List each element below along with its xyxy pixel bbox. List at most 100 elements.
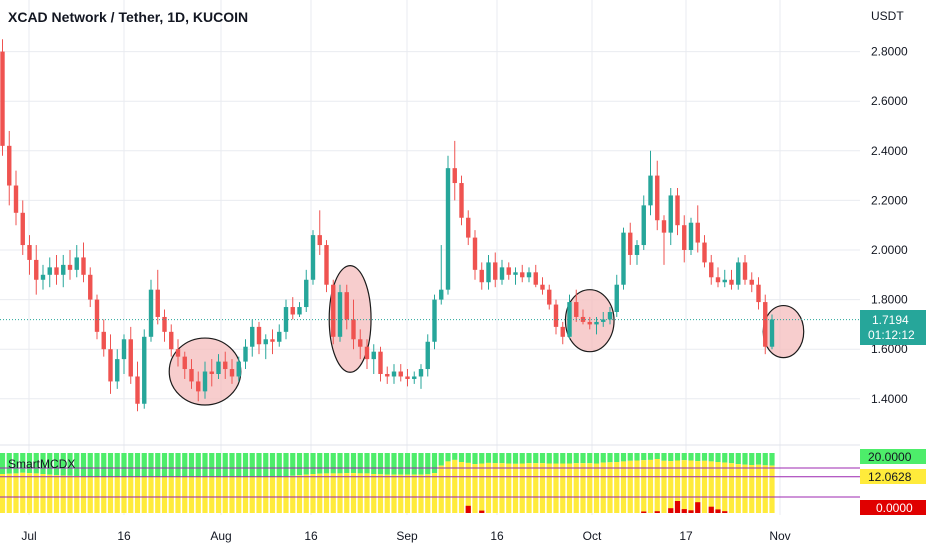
candle-body: [594, 321, 599, 325]
indicator-green-bar: [337, 453, 343, 474]
candle: [20, 200, 25, 255]
indicator-yellow-bar: [371, 474, 377, 513]
indicator-red-bar: [708, 506, 714, 513]
candle: [479, 262, 484, 290]
candle: [749, 272, 754, 293]
candle-body: [94, 299, 100, 332]
candle: [722, 269, 727, 288]
indicator-green-bar: [303, 453, 309, 475]
candle: [67, 250, 73, 280]
candle-body: [344, 292, 349, 320]
candle: [513, 267, 518, 285]
candle-body: [655, 175, 660, 221]
indicator-yellow-bar: [566, 463, 573, 513]
indicator-yellow-bar: [276, 477, 282, 513]
indicator-yellow-bar: [695, 461, 701, 513]
candle: [364, 339, 370, 370]
candle-body: [601, 319, 606, 322]
indicator-yellow-bar: [215, 477, 222, 513]
candle: [405, 369, 410, 387]
indicator-green-bar: [330, 453, 336, 474]
y-tick-label: 1.8000: [871, 293, 908, 307]
indicator-green-bar: [202, 453, 208, 477]
indicator-green-bar: [269, 453, 276, 477]
candle-body: [661, 220, 667, 233]
indicator-yellow-bar: [188, 477, 195, 513]
candle: [506, 262, 511, 280]
indicator-green-bar: [674, 453, 681, 461]
candle: [236, 356, 241, 382]
indicator-yellow-bar: [384, 474, 390, 513]
candle-body: [148, 289, 154, 337]
indicator-green-bar: [26, 453, 33, 474]
candle: [547, 284, 552, 310]
indicator-yellow-bar: [20, 472, 26, 513]
candle-body: [736, 262, 741, 285]
indicator-yellow-bar: [742, 464, 748, 513]
candle: [472, 230, 478, 280]
indicator-green-bar: [445, 453, 451, 462]
axis-badges: 1.7194 01:12:12 20.0000 12.0628 0.0000: [860, 310, 926, 515]
indicator-green-bar: [80, 453, 87, 477]
indicator-yellow-bar: [580, 463, 586, 513]
indicator-yellow-bar: [411, 474, 417, 513]
candle: [142, 329, 147, 409]
indicator-yellow-bar: [222, 477, 228, 513]
indicator-green-bar: [573, 453, 579, 464]
candle-body: [74, 257, 79, 270]
indicator-green-bar: [553, 453, 559, 464]
indicator-yellow-bar: [283, 476, 289, 513]
candle-body: [682, 225, 687, 250]
indicator-green-bar: [566, 453, 573, 464]
candle-body: [108, 349, 113, 382]
indicator-green-bar: [134, 453, 141, 477]
indicator-green-bar: [492, 453, 498, 464]
candle-body: [533, 272, 538, 285]
indicator-green-bar: [472, 453, 478, 465]
candle: [432, 294, 437, 350]
candle-body: [0, 51, 5, 146]
candle-body: [310, 235, 316, 280]
candle-body: [121, 339, 127, 360]
candle-body: [432, 299, 437, 342]
candle-body: [324, 245, 329, 285]
indicator-yellow-bar: [236, 477, 242, 513]
price-axis[interactable]: 2.8000 2.6000 2.4000 2.2000 2.0000 1.8000 1.60…: [871, 45, 908, 406]
indicator-yellow-bar: [425, 474, 431, 513]
indicator-yellow-bar: [229, 477, 235, 513]
candle: [290, 297, 295, 320]
y-tick-label: 2.8000: [871, 45, 908, 59]
candle-body: [695, 222, 700, 243]
candle: [614, 274, 619, 317]
indicator-green-bar: [290, 453, 296, 476]
candle: [270, 329, 275, 355]
candle-body: [628, 232, 633, 255]
candle: [250, 319, 255, 357]
indicator-yellow-bar: [418, 474, 424, 513]
indicator-yellow-bar: [391, 474, 397, 513]
indicator-green-bar: [749, 453, 755, 465]
highlight-ellipses: [168, 265, 805, 406]
candle: [182, 351, 187, 379]
candle-body: [675, 195, 680, 226]
candle-body: [13, 185, 19, 213]
candle: [736, 257, 741, 290]
indicator-yellow-bar: [377, 474, 384, 513]
x-tick-label: Sep: [396, 529, 418, 543]
candle-body: [614, 284, 619, 312]
indicator-yellow-bar: [209, 477, 215, 513]
indicator-yellow-bar: [708, 461, 714, 513]
candle-body: [641, 205, 646, 246]
time-axis[interactable]: Jul 16 Aug 16 Sep 16 Oct 17 Nov: [21, 529, 790, 543]
indicator-yellow-bar: [128, 477, 134, 513]
indicator-green-bar: [438, 453, 444, 466]
indicator-green-bar: [533, 453, 539, 464]
indicator-green-bar: [256, 453, 262, 477]
x-tick-label: 16: [490, 529, 504, 543]
candle: [499, 259, 505, 285]
price-badge-countdown: 01:12:12: [868, 328, 915, 342]
candle: [0, 39, 5, 156]
candle: [661, 215, 667, 265]
y-tick-label: 2.2000: [871, 193, 908, 207]
